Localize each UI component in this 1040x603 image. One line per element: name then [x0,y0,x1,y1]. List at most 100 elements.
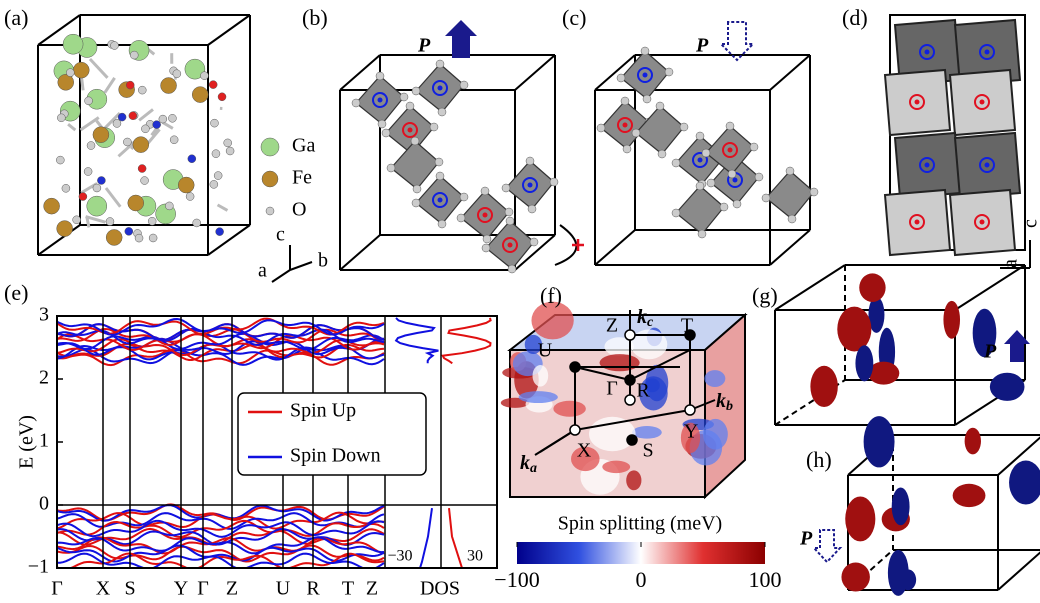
atom [224,139,232,147]
atom [57,114,65,122]
atom [597,124,605,132]
spin-dot [438,86,443,91]
atom [786,167,794,175]
fermi-pocket [953,484,986,507]
atom [506,217,514,225]
edge [163,122,173,128]
y-axis-label: E (eV) [16,415,38,469]
atom [113,119,121,127]
spin-dot [985,163,990,168]
spin-dot [925,163,930,168]
atom [460,193,468,201]
atom [707,179,715,187]
atom [188,155,196,163]
colorbar-tick-label: 0 [636,567,647,592]
panel-label: (h) [806,447,832,472]
panel-label: (e) [4,280,28,305]
axis-label: a [258,260,267,282]
atom [93,127,109,143]
atom [66,69,74,77]
spin-dot [980,100,985,105]
spin-dot [733,178,738,183]
atom [138,165,146,173]
atom [457,214,465,222]
edge [208,225,250,255]
up-arrow [1004,330,1030,362]
splitting-blob [704,370,725,387]
edge [106,188,120,207]
atom [128,195,144,211]
atom [726,122,734,130]
atom [658,150,666,158]
spin-dot [408,128,413,133]
panel-label: (b) [302,5,328,30]
k-point-label: Γ [51,578,63,600]
atom [696,182,704,190]
atom [530,238,538,246]
edge [105,78,115,93]
atom [192,87,208,103]
y-tick-label: 0 [39,493,49,515]
up-arrow [445,20,477,58]
atom [632,129,640,137]
polarization-label: P [695,35,709,57]
atom [413,185,421,193]
dos [449,508,462,568]
atom [617,74,625,82]
axis-label: b [318,250,328,272]
k-point-label: T [342,578,354,600]
spin-dot [915,220,920,225]
atom [165,202,173,210]
k-point-label: R [636,380,650,402]
edge [770,230,810,265]
atom [168,114,176,122]
atom [106,218,114,226]
atom [84,168,92,176]
y-tick-label: 1 [39,430,49,452]
atom [87,142,95,150]
spin-dot [915,100,920,105]
fermi-pocket [845,496,875,541]
atom [376,72,384,80]
atom [216,228,224,236]
atom [148,217,156,225]
atom [178,177,194,193]
spin-dot [483,213,488,218]
atom [430,123,438,131]
band [57,521,384,537]
atom [680,123,688,131]
edge [770,55,810,90]
k-point-label: Z [606,315,618,337]
atom [750,143,758,151]
fermi-pocket [1009,461,1040,505]
edge [515,55,555,90]
k-point-label: X [577,440,592,462]
atom [436,60,444,68]
atom [438,108,446,116]
colorbar-title: Spin splitting (meV) [558,513,722,535]
edge [290,262,312,270]
splitting-blob [533,365,549,387]
octahedron [766,171,814,219]
dos-tick: −30 [387,548,412,565]
spin-dot [980,220,985,225]
fermi-pocket [943,301,960,339]
atom [111,42,119,50]
y-tick-label: 3 [39,304,49,326]
atom [210,180,218,188]
atom [218,93,226,101]
atom [214,172,222,180]
atom [672,209,680,217]
splitting-blob [626,470,641,490]
atom [696,132,704,140]
atom [702,149,710,157]
octahedron [391,141,439,189]
atom [435,158,443,166]
atom [200,72,208,80]
k-point-label: U [276,578,291,600]
atom [193,219,201,227]
atom [412,87,420,95]
k-point-label: Y [174,578,188,600]
cross [572,239,584,251]
fermi-pocket [841,563,869,592]
